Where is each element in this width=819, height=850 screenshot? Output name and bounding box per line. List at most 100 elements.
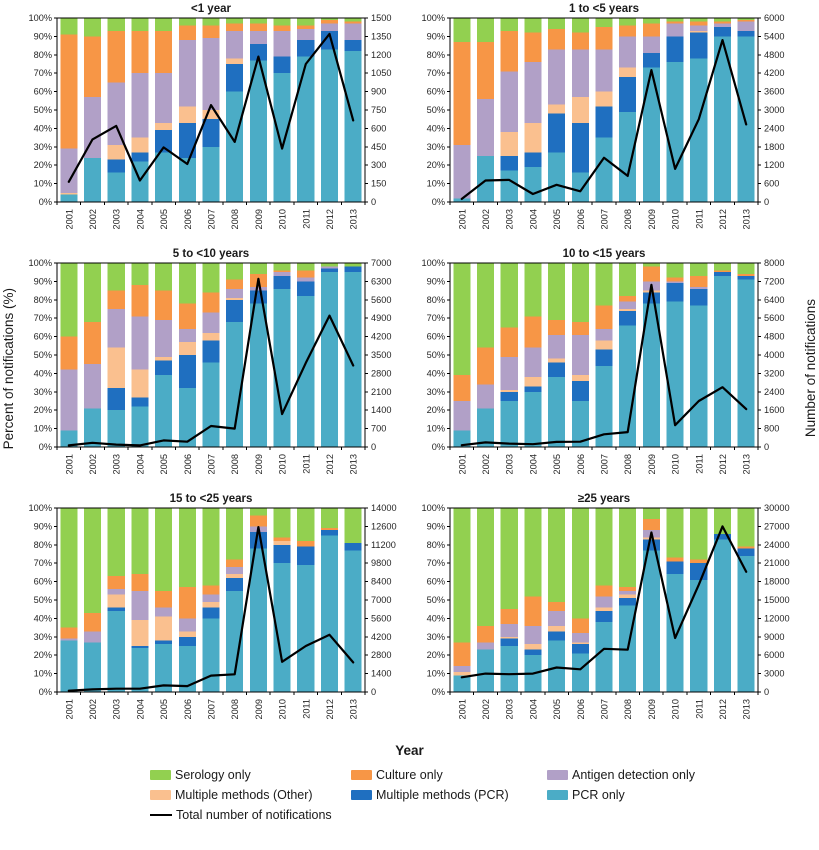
- svg-text:10%: 10%: [426, 669, 444, 679]
- svg-text:2013: 2013: [741, 209, 751, 229]
- svg-text:7200: 7200: [764, 276, 784, 286]
- svg-text:2008: 2008: [230, 454, 240, 474]
- svg-text:30%: 30%: [34, 142, 52, 152]
- panel-chart-svg: 10 to <15 years 0% 10% 20% 30% 40% 50% 60% 70% 80…: [421, 248, 784, 474]
- svg-text:80%: 80%: [426, 540, 444, 550]
- svg-text:3500: 3500: [371, 350, 391, 360]
- svg-text:2012: 2012: [717, 699, 727, 719]
- svg-text:2007: 2007: [599, 454, 609, 474]
- svg-text:2003: 2003: [504, 209, 514, 229]
- svg-text:60%: 60%: [34, 87, 52, 97]
- svg-text:8400: 8400: [371, 577, 391, 587]
- legend-label: Multiple methods (PCR): [376, 788, 509, 802]
- svg-text:300: 300: [371, 160, 386, 170]
- svg-text:60%: 60%: [426, 87, 444, 97]
- svg-text:2012: 2012: [717, 454, 727, 474]
- svg-text:9000: 9000: [764, 632, 784, 642]
- svg-text:2003: 2003: [112, 209, 122, 229]
- legend-label: Total number of notifications: [176, 808, 332, 822]
- svg-text:450: 450: [371, 142, 386, 152]
- svg-text:40%: 40%: [34, 368, 52, 378]
- svg-text:50%: 50%: [34, 595, 52, 605]
- legend-color-swatch-pcr: [547, 790, 568, 800]
- legend-item: Total number of notifications: [150, 808, 351, 822]
- svg-text:2400: 2400: [764, 123, 784, 133]
- svg-text:1050: 1050: [371, 68, 391, 78]
- svg-text:50%: 50%: [426, 350, 444, 360]
- svg-text:90%: 90%: [34, 31, 52, 41]
- svg-text:700: 700: [371, 424, 386, 434]
- svg-text:7000: 7000: [371, 595, 391, 605]
- svg-text:2013: 2013: [349, 209, 359, 229]
- legend-label: Serology only: [175, 768, 251, 782]
- svg-text:2004: 2004: [528, 454, 538, 474]
- svg-text:4800: 4800: [764, 332, 784, 342]
- svg-text:2009: 2009: [254, 209, 264, 229]
- panel-chart-svg: <1 year 0% 10% 20% 30% 40% 50% 60% 70% 80% 90% 100%…: [29, 3, 392, 229]
- svg-text:2006: 2006: [575, 454, 585, 474]
- svg-text:4200: 4200: [371, 632, 391, 642]
- svg-text:≥25 years: ≥25 years: [577, 493, 629, 505]
- svg-text:2006: 2006: [183, 454, 193, 474]
- legend-color-swatch-multi_other: [150, 790, 171, 800]
- svg-text:2009: 2009: [254, 454, 264, 474]
- svg-text:2004: 2004: [135, 699, 145, 719]
- svg-text:2002: 2002: [88, 699, 98, 719]
- svg-text:0: 0: [764, 197, 769, 207]
- left-axis-label: Percent of notifications (%): [1, 287, 16, 450]
- svg-text:15000: 15000: [764, 595, 790, 605]
- svg-text:800: 800: [764, 424, 779, 434]
- svg-text:40%: 40%: [426, 368, 444, 378]
- svg-text:2009: 2009: [646, 699, 656, 719]
- svg-text:30%: 30%: [426, 142, 444, 152]
- svg-text:5400: 5400: [764, 31, 784, 41]
- svg-text:2009: 2009: [646, 454, 656, 474]
- svg-text:10 to <15 years: 10 to <15 years: [562, 248, 645, 260]
- svg-text:3200: 3200: [764, 368, 784, 378]
- svg-text:9800: 9800: [371, 558, 391, 568]
- right-axis-label: Number of notifications: [803, 299, 818, 438]
- svg-text:900: 900: [371, 87, 386, 97]
- x-axis-label: Year: [395, 743, 424, 758]
- svg-text:70%: 70%: [426, 313, 444, 323]
- svg-text:600: 600: [371, 123, 386, 133]
- svg-text:2004: 2004: [528, 699, 538, 719]
- legend-color-swatch-culture: [351, 770, 372, 780]
- svg-text:3000: 3000: [764, 105, 784, 115]
- svg-text:50%: 50%: [426, 105, 444, 115]
- svg-text:4900: 4900: [371, 313, 391, 323]
- svg-text:2005: 2005: [159, 699, 169, 719]
- svg-text:6000: 6000: [764, 13, 784, 23]
- svg-text:1400: 1400: [371, 669, 391, 679]
- svg-text:2005: 2005: [552, 209, 562, 229]
- svg-text:15 to <25 years: 15 to <25 years: [170, 493, 253, 505]
- svg-text:0%: 0%: [39, 442, 52, 452]
- svg-text:90%: 90%: [34, 276, 52, 286]
- svg-text:80%: 80%: [34, 295, 52, 305]
- svg-text:100%: 100%: [29, 258, 53, 268]
- panel: 15 to <25 years 0% 10% 20% 30% 40% 50% 60% 70% 80…: [17, 492, 409, 735]
- panel: ≥25 years 0% 10% 20% 30% 40% 50% 60% 70% 80% 90% 10…: [410, 492, 802, 735]
- svg-text:2011: 2011: [301, 209, 311, 229]
- svg-text:4200: 4200: [371, 332, 391, 342]
- svg-text:2007: 2007: [207, 699, 217, 719]
- legend-label: Culture only: [376, 768, 443, 782]
- panel: 5 to <10 years 0% 10% 20% 30% 40% 50% 60% 70% 80%…: [17, 247, 409, 490]
- svg-text:100%: 100%: [29, 13, 53, 23]
- svg-text:2012: 2012: [325, 209, 335, 229]
- svg-text:0: 0: [371, 197, 376, 207]
- svg-text:80%: 80%: [426, 295, 444, 305]
- svg-text:2010: 2010: [278, 209, 288, 229]
- svg-text:7000: 7000: [371, 258, 391, 268]
- svg-text:60%: 60%: [426, 577, 444, 587]
- legend-item: Multiple methods (PCR): [351, 788, 547, 802]
- svg-text:2100: 2100: [371, 387, 391, 397]
- svg-text:2007: 2007: [207, 454, 217, 474]
- svg-text:20%: 20%: [34, 160, 52, 170]
- svg-text:80%: 80%: [34, 540, 52, 550]
- svg-text:100%: 100%: [421, 13, 445, 23]
- svg-text:2003: 2003: [112, 699, 122, 719]
- svg-text:10%: 10%: [34, 179, 52, 189]
- svg-text:2800: 2800: [371, 650, 391, 660]
- svg-text:12000: 12000: [764, 613, 790, 623]
